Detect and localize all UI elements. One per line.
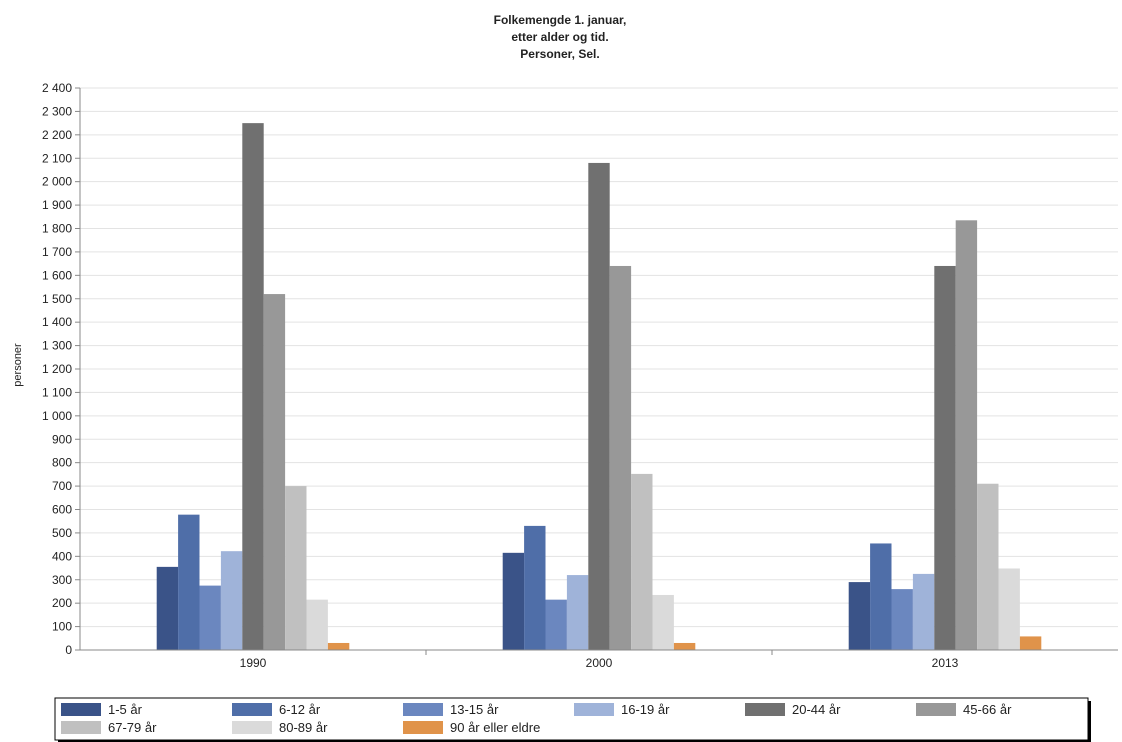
y-tick-label: 600 bbox=[52, 503, 72, 517]
legend-label: 20-44 år bbox=[792, 702, 841, 717]
bar bbox=[934, 265, 956, 650]
bar bbox=[545, 599, 567, 650]
legend-swatch bbox=[61, 703, 101, 716]
y-axis-ticks: 0 100 200 300 400 500 600 700 800 900 1 000 1 100 1 … bbox=[42, 81, 80, 657]
y-tick-label: 1 600 bbox=[42, 268, 72, 282]
y-tick-label: 200 bbox=[52, 596, 72, 610]
y-tick-label: 2 000 bbox=[42, 175, 72, 189]
x-tick-label: 2000 bbox=[586, 656, 613, 670]
bar bbox=[652, 594, 674, 650]
bar bbox=[156, 566, 179, 650]
axes bbox=[79, 88, 1118, 651]
y-tick-label: 100 bbox=[52, 620, 72, 634]
bar bbox=[285, 486, 307, 650]
y-tick-label: 1 900 bbox=[42, 198, 72, 212]
bar bbox=[524, 525, 546, 650]
y-tick-label: 2 200 bbox=[42, 128, 72, 142]
chart-title-line: etter alder og tid. bbox=[511, 30, 608, 44]
y-tick-label: 2 400 bbox=[42, 81, 72, 95]
legend-label: 90 år eller eldre bbox=[450, 720, 540, 735]
chart-title: Folkemengde 1. januar, etter alder og tid… bbox=[494, 13, 627, 61]
y-tick-label: 1 700 bbox=[42, 245, 72, 259]
legend: 1-5 år 6-12 år 13-15 år 16-19 år 20-44 år 45-… bbox=[54, 697, 1091, 742]
x-tick-label: 2013 bbox=[932, 656, 959, 670]
legend-label: 67-79 år bbox=[108, 720, 157, 735]
legend-swatch bbox=[745, 703, 785, 716]
legend-swatch bbox=[232, 703, 272, 716]
legend-swatch bbox=[403, 703, 443, 716]
bar bbox=[199, 585, 221, 650]
bar bbox=[242, 123, 264, 650]
y-tick-label: 1 000 bbox=[42, 409, 72, 423]
bar bbox=[1019, 636, 1042, 650]
chart-title-line: Personer, Sel. bbox=[520, 47, 599, 61]
y-tick-label: 400 bbox=[52, 549, 72, 563]
y-tick-label: 1 500 bbox=[42, 292, 72, 306]
y-tick-label: 1 800 bbox=[42, 222, 72, 236]
legend-swatch bbox=[61, 721, 101, 734]
y-tick-label: 900 bbox=[52, 432, 72, 446]
y-tick-label: 300 bbox=[52, 573, 72, 587]
x-axis-ticks: 1990 2000 2013 bbox=[240, 650, 959, 670]
y-tick-label: 0 bbox=[65, 643, 72, 657]
legend-label: 6-12 år bbox=[279, 702, 321, 717]
y-tick-label: 1 200 bbox=[42, 362, 72, 376]
legend-swatch bbox=[574, 703, 614, 716]
legend-label: 80-89 år bbox=[279, 720, 328, 735]
y-tick-label: 1 300 bbox=[42, 339, 72, 353]
bar bbox=[631, 473, 653, 650]
y-tick-label: 500 bbox=[52, 526, 72, 540]
legend-label: 45-66 år bbox=[963, 702, 1012, 717]
legend-label: 16-19 år bbox=[621, 702, 670, 717]
bar bbox=[263, 294, 286, 650]
legend-label: 1-5 år bbox=[108, 702, 143, 717]
bar bbox=[566, 575, 589, 650]
bar bbox=[178, 514, 200, 650]
y-axis-label: personer bbox=[12, 343, 24, 387]
bar bbox=[502, 552, 525, 650]
x-tick-label: 1990 bbox=[240, 656, 267, 670]
bar bbox=[912, 573, 935, 650]
bar bbox=[306, 599, 328, 650]
bar bbox=[848, 582, 871, 650]
y-tick-label: 1 100 bbox=[42, 385, 72, 399]
bar bbox=[891, 589, 913, 650]
bar bbox=[588, 162, 610, 650]
legend-swatch bbox=[403, 721, 443, 734]
bars bbox=[156, 123, 1042, 650]
y-tick-label: 2 300 bbox=[42, 104, 72, 118]
y-tick-label: 1 400 bbox=[42, 315, 72, 329]
bar bbox=[977, 483, 999, 650]
bar bbox=[327, 642, 350, 650]
bar bbox=[673, 642, 696, 650]
chart-title-line: Folkemengde 1. januar, bbox=[494, 13, 627, 27]
bar bbox=[955, 220, 978, 650]
bar bbox=[870, 543, 892, 650]
y-tick-label: 700 bbox=[52, 479, 72, 493]
legend-swatch bbox=[232, 721, 272, 734]
y-tick-label: 2 100 bbox=[42, 151, 72, 165]
y-tick-label: 800 bbox=[52, 456, 72, 470]
legend-swatch bbox=[916, 703, 956, 716]
bar bbox=[998, 568, 1020, 650]
legend-box bbox=[54, 697, 1089, 741]
legend-label: 13-15 år bbox=[450, 702, 499, 717]
bar bbox=[609, 265, 632, 650]
bar bbox=[220, 551, 243, 650]
